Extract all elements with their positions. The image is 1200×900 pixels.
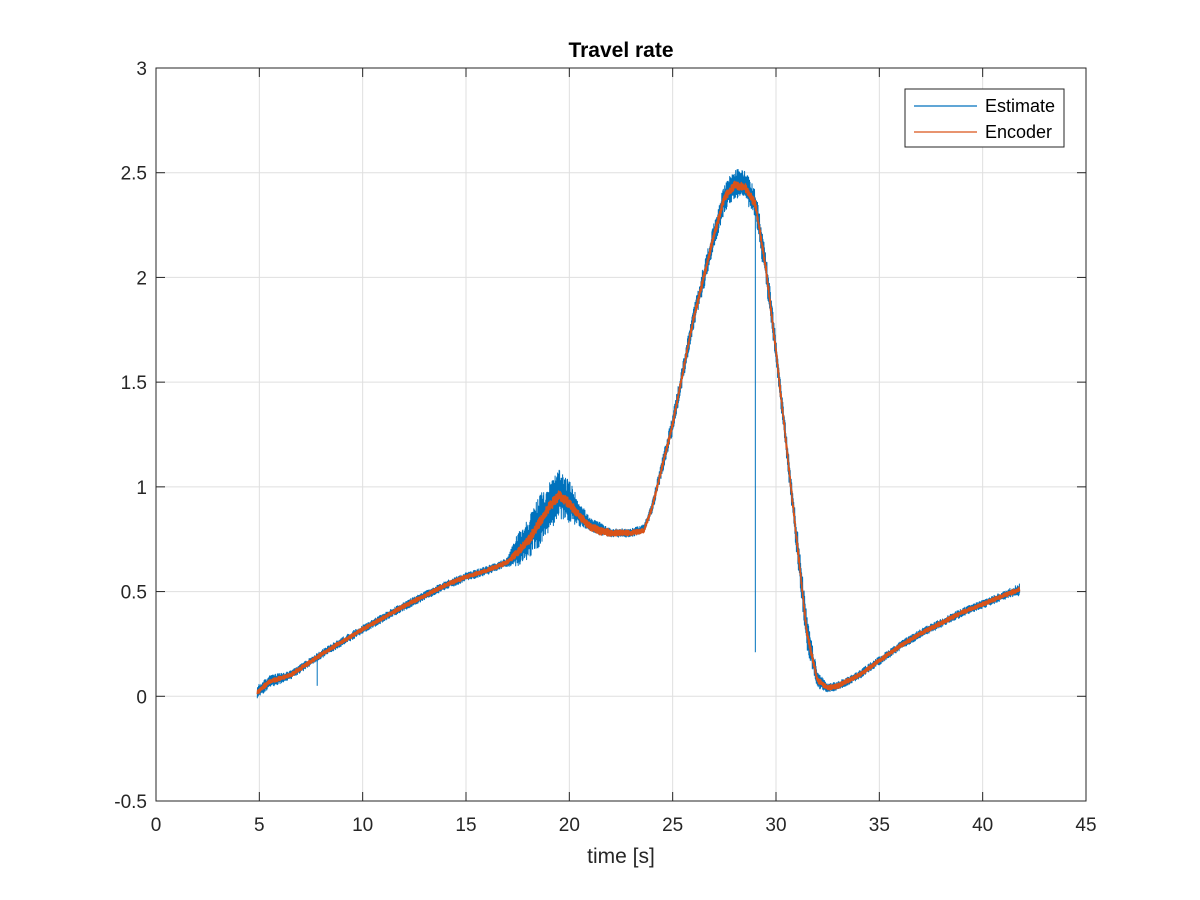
y-tick-label: 2 xyxy=(136,268,147,289)
y-tick-label: 2.5 xyxy=(121,164,147,185)
legend-label-encoder: Encoder xyxy=(985,122,1052,142)
legend-label-estimate: Estimate xyxy=(985,96,1055,116)
x-tick-label: 40 xyxy=(972,815,993,836)
chart-title: Travel rate xyxy=(568,39,673,62)
y-tick-label: 0.5 xyxy=(121,583,147,604)
plot-area xyxy=(156,68,1086,801)
x-tick-label: 20 xyxy=(559,815,580,836)
y-tick-label: 1.5 xyxy=(121,373,147,394)
y-tick-label: 0 xyxy=(136,687,147,708)
x-axis-label: time [s] xyxy=(587,845,655,868)
x-tick-label: 5 xyxy=(254,815,265,836)
y-tick-label: 1 xyxy=(136,478,147,499)
x-tick-label: 35 xyxy=(869,815,890,836)
x-tick-label: 25 xyxy=(662,815,683,836)
x-tick-label: 30 xyxy=(765,815,786,836)
legend: Estimate Encoder xyxy=(905,89,1064,147)
y-tick-label: -0.5 xyxy=(114,792,147,813)
y-tick-label: 3 xyxy=(136,59,147,80)
x-tick-label: 15 xyxy=(455,815,476,836)
x-tick-label: 0 xyxy=(151,815,162,836)
x-tick-label: 45 xyxy=(1075,815,1096,836)
x-tick-label: 10 xyxy=(352,815,373,836)
